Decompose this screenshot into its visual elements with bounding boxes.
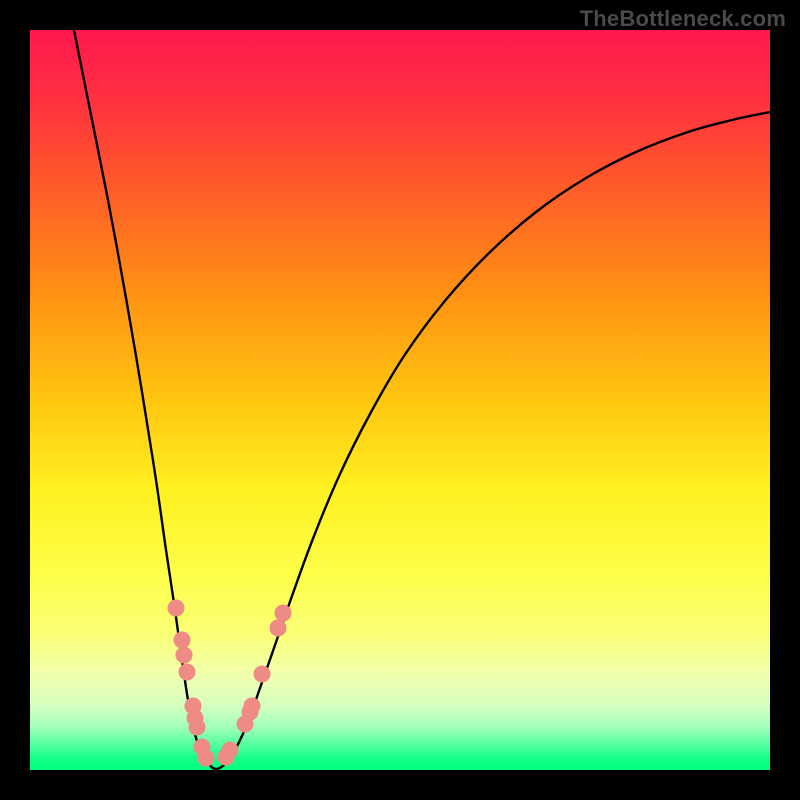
data-marker [168,600,184,616]
data-marker [244,698,260,714]
bottleneck-curve-chart [30,30,770,770]
data-marker [222,742,238,758]
data-marker [189,719,205,735]
watermark-text: TheBottleneck.com [580,6,786,32]
plot-area [30,30,770,770]
data-marker [174,632,190,648]
chart-frame: TheBottleneck.com [0,0,800,800]
data-marker [179,664,195,680]
gradient-background [30,30,770,770]
data-marker [176,647,192,663]
data-marker [254,666,270,682]
data-marker [270,620,286,636]
data-marker [275,605,291,621]
data-marker [198,750,214,766]
